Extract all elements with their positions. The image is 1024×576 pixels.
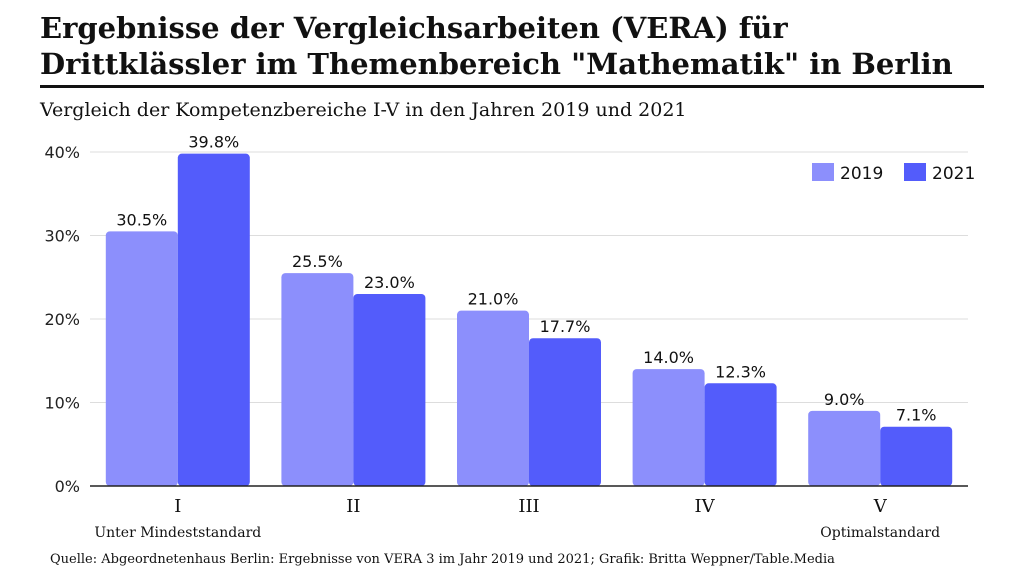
x-tick-sublabel: Unter Mindeststandard <box>94 525 261 541</box>
bar-2021-III <box>529 338 601 486</box>
chart-subtitle: Vergleich der Kompetenzbereiche I-V in d… <box>40 99 687 121</box>
x-tick-label: IV <box>695 496 716 517</box>
data-label: 12.3% <box>715 362 766 381</box>
source-note: Quelle: Abgeordnetenhaus Berlin: Ergebni… <box>50 552 835 567</box>
y-tick-label: 30% <box>44 227 80 246</box>
bar-2019-V <box>808 410 881 486</box>
chart-title: Ergebnisse der Vergleichsarbeiten (VERA)… <box>40 11 953 81</box>
legend-label: 2021 <box>932 164 975 184</box>
bar-2021-V <box>880 426 953 486</box>
bar-2021-II <box>353 293 426 486</box>
data-label: 14.0% <box>643 348 694 367</box>
y-tick-label: 10% <box>44 394 80 413</box>
legend-swatch-2019 <box>812 163 834 181</box>
x-tick-label: I <box>174 496 181 517</box>
data-label: 7.1% <box>896 406 937 425</box>
data-label: 39.8% <box>188 133 239 152</box>
data-label: 21.0% <box>468 290 519 309</box>
bar-2019-III <box>457 310 529 486</box>
x-tick-label: II <box>346 496 360 517</box>
x-tick-sublabel: Optimalstandard <box>820 525 940 541</box>
legend-label: 2019 <box>840 164 883 184</box>
data-label: 9.0% <box>824 390 865 409</box>
data-label: 23.0% <box>364 273 415 292</box>
data-label: 30.5% <box>116 210 167 229</box>
bar-2021-IV <box>704 383 777 486</box>
x-tick-label: III <box>518 496 539 517</box>
x-tick-label: V <box>873 496 888 517</box>
y-tick-label: 40% <box>44 143 80 162</box>
title-divider <box>40 85 984 88</box>
bar-2019-IV <box>632 369 705 486</box>
bar-2021-I <box>177 153 250 487</box>
legend-swatch-2021 <box>904 163 926 181</box>
bar-2019-II <box>281 273 354 486</box>
y-tick-label: 0% <box>55 477 80 496</box>
data-label: 17.7% <box>540 317 591 336</box>
data-label: 25.5% <box>292 252 343 271</box>
y-tick-label: 20% <box>44 310 80 329</box>
bar-2019-I <box>105 231 178 486</box>
